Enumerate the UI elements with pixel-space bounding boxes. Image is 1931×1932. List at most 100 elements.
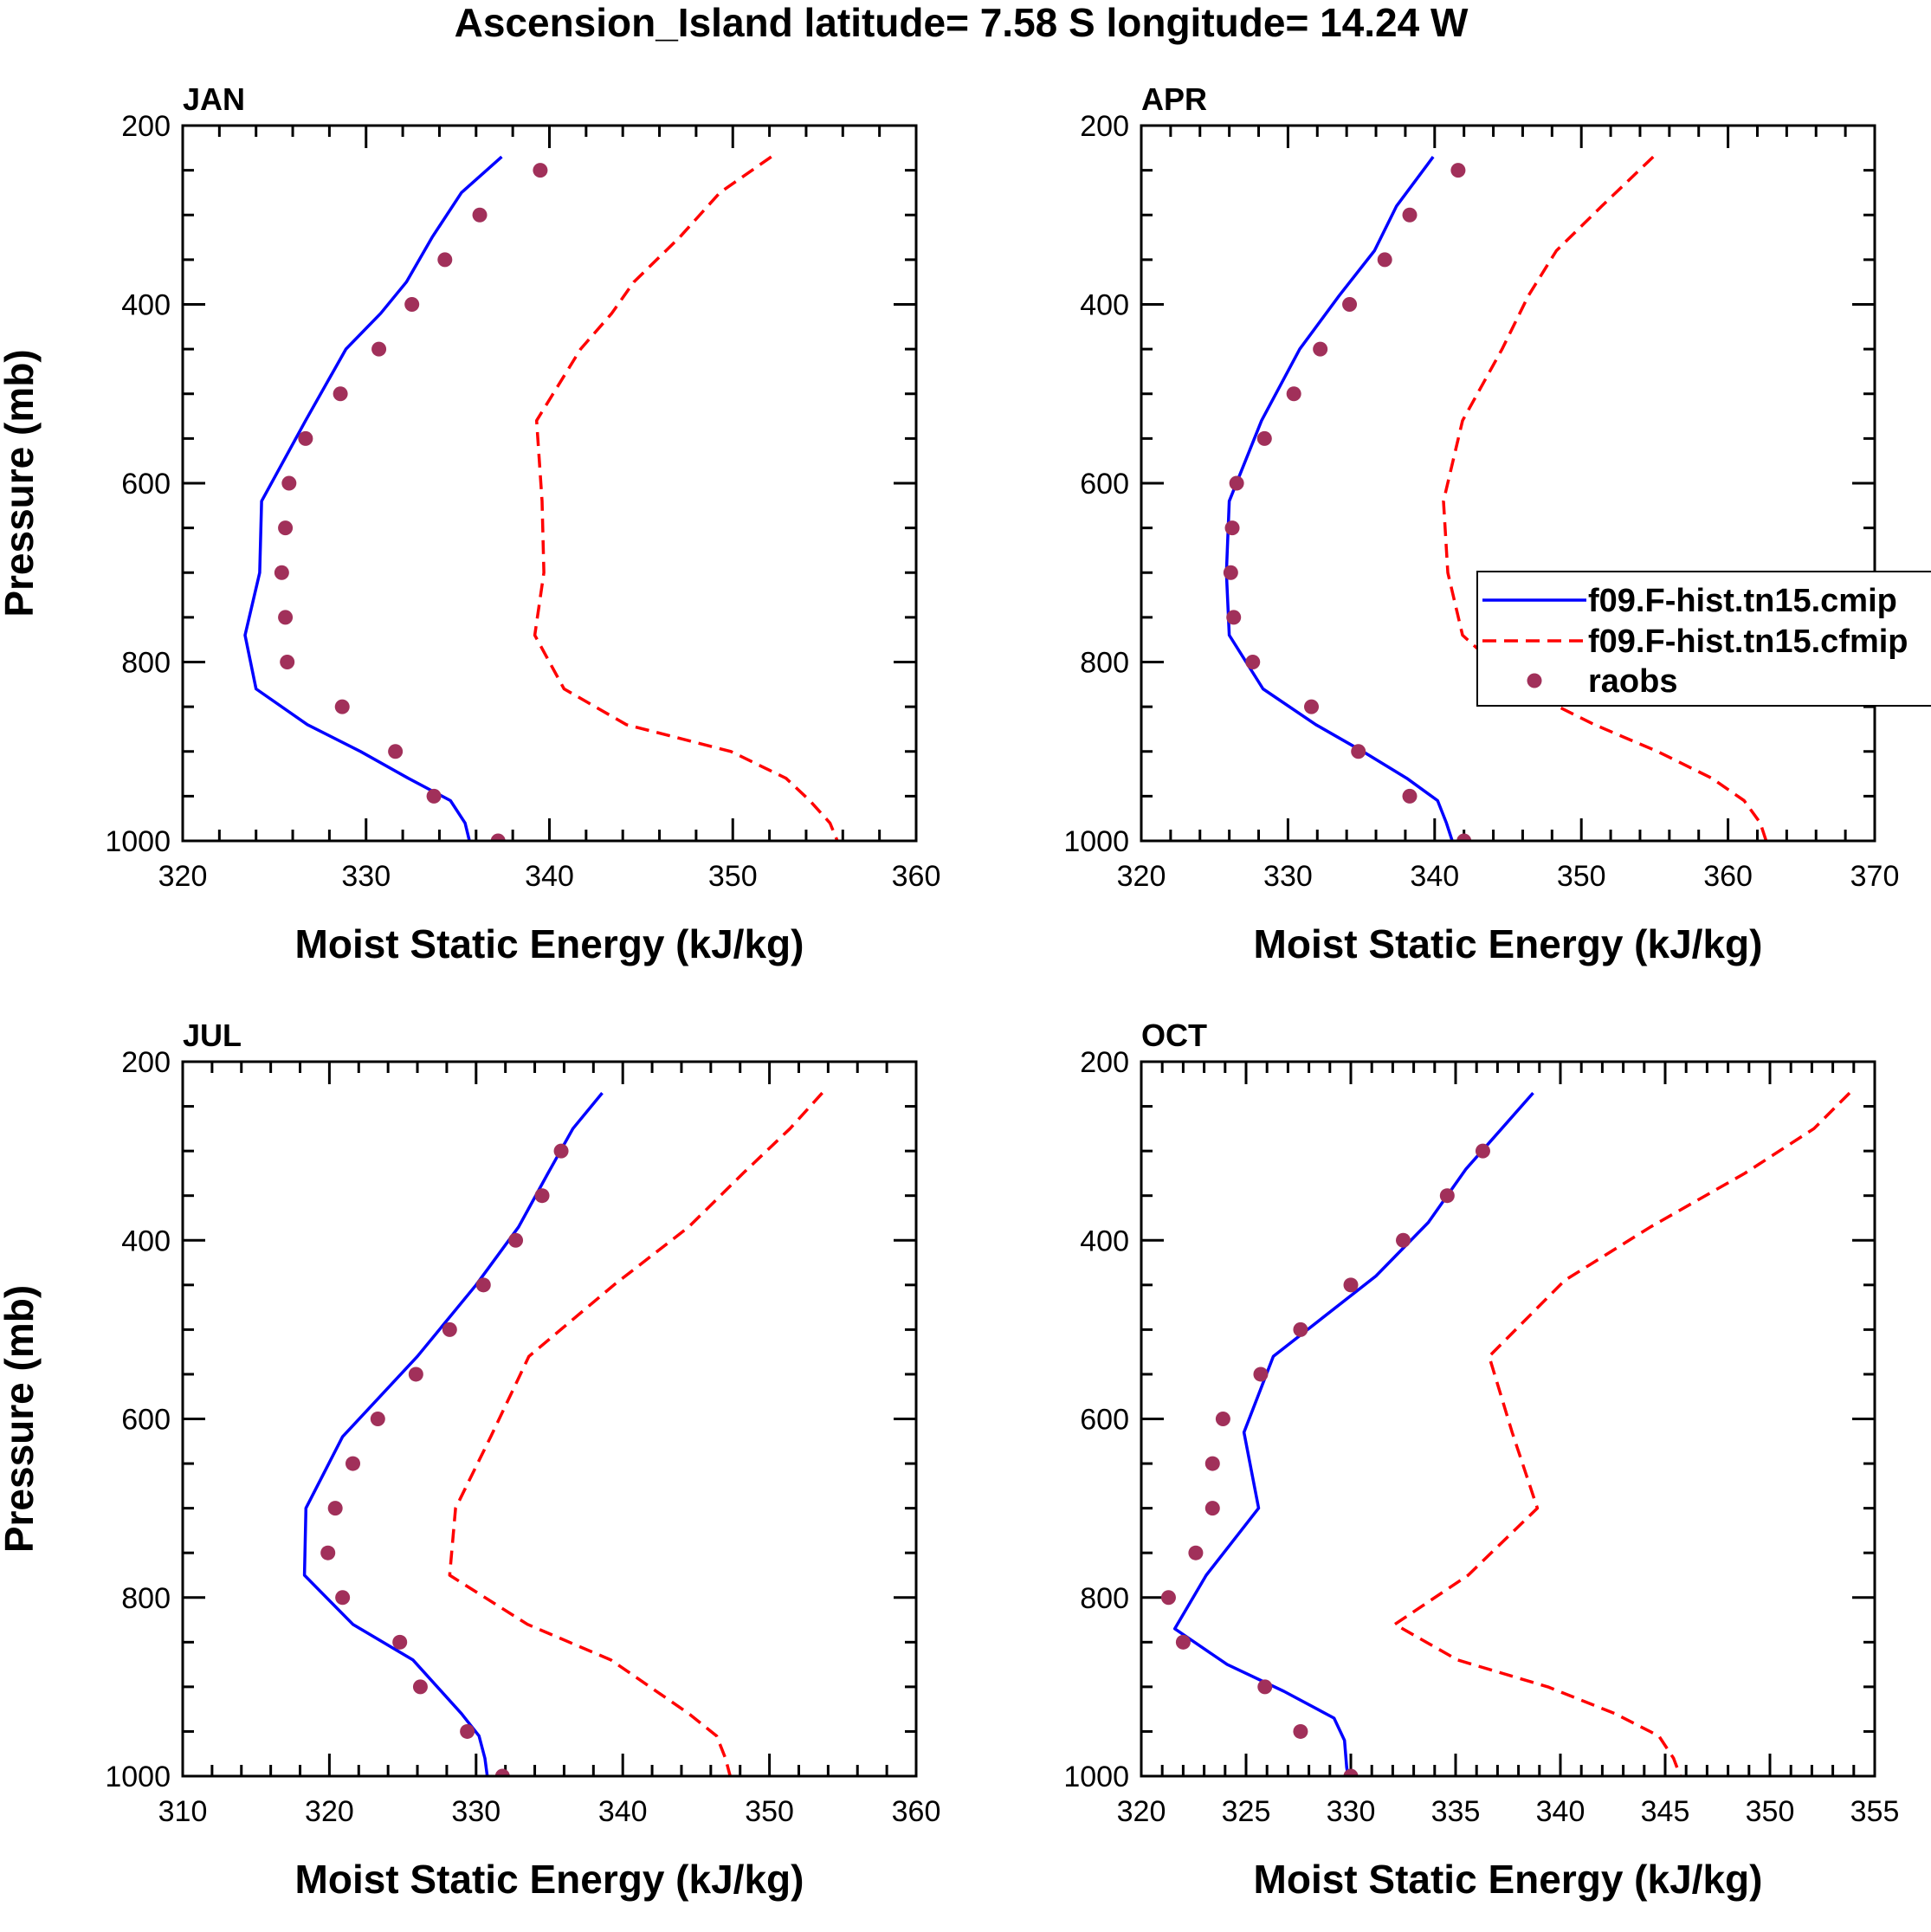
raobs-point <box>1257 1679 1273 1695</box>
x-tick-label: 340 <box>1536 1795 1585 1828</box>
panel-title: OCT <box>1141 1018 1207 1053</box>
raobs-point <box>533 163 548 178</box>
raobs-point <box>1313 341 1328 357</box>
x-tick-label: 360 <box>892 1795 941 1828</box>
raobs-point <box>278 520 294 536</box>
x-tick-label: 330 <box>1263 860 1313 893</box>
raobs-point <box>280 655 295 669</box>
panel-title: JAN <box>183 81 245 117</box>
plot-area <box>1160 1091 1851 1776</box>
raobs-point <box>371 341 387 357</box>
raobs-point <box>334 699 350 714</box>
raobs-point <box>426 788 442 804</box>
raobs-point <box>404 297 420 312</box>
y-axis-label: Pressure (mb) <box>0 1285 42 1553</box>
cfmip-line <box>1442 155 1768 841</box>
raobs-point <box>333 386 348 402</box>
x-tick-label: 320 <box>1117 860 1166 893</box>
x-tick-label: 320 <box>305 1795 354 1828</box>
raobs-point <box>1304 699 1320 714</box>
x-tick-label: 370 <box>1850 860 1900 893</box>
raobs-point <box>274 565 289 580</box>
cmip-line <box>243 155 503 841</box>
cfmip-line <box>533 155 839 841</box>
raobs-point <box>1286 386 1301 402</box>
x-tick-label: 330 <box>1327 1795 1376 1828</box>
legend-label: f09.F-hist.tn15.cfmip <box>1588 624 1908 660</box>
plot-frame <box>1140 124 1876 843</box>
raobs-point <box>327 1501 343 1516</box>
plot-frame <box>181 1060 918 1778</box>
raobs-point <box>1293 1321 1308 1337</box>
raobs-point <box>475 1277 491 1293</box>
y-tick-label: 600 <box>1080 1404 1129 1437</box>
y-tick-label: 800 <box>121 1582 171 1615</box>
raobs-point <box>1343 1768 1359 1776</box>
raobs-point <box>412 1679 428 1695</box>
y-tick-label: 400 <box>121 289 171 322</box>
raobs-point <box>460 1723 475 1739</box>
raobs-point <box>1245 655 1261 669</box>
x-tick-label: 350 <box>1746 1795 1795 1828</box>
raobs-point <box>1450 163 1466 178</box>
y-tick-label: 800 <box>1080 647 1129 680</box>
raobs-point <box>1402 207 1418 223</box>
raobs-point <box>1475 1143 1490 1159</box>
raobs-point <box>553 1143 569 1159</box>
y-tick-label: 1000 <box>1063 1761 1129 1793</box>
raobs-point <box>1439 1188 1455 1204</box>
x-tick-label: 330 <box>451 1795 501 1828</box>
raobs-point <box>1229 475 1244 491</box>
y-tick-label: 1000 <box>1063 825 1129 858</box>
y-axis-label: Pressure (mb) <box>0 349 42 617</box>
raobs-point <box>1224 520 1240 536</box>
plot-area <box>243 155 839 841</box>
raobs-point <box>346 1456 361 1471</box>
raobs-point <box>281 475 297 491</box>
raobs-point <box>1223 565 1238 580</box>
raobs-point <box>388 744 404 759</box>
cmip-line <box>1172 1091 1534 1776</box>
x-tick-label: 360 <box>892 860 941 893</box>
y-tick-label: 400 <box>1080 289 1129 322</box>
raobs-point <box>408 1367 423 1382</box>
x-tick-label: 310 <box>158 1795 208 1828</box>
raobs-point <box>490 833 506 841</box>
raobs-point <box>1402 788 1418 804</box>
panel-title: JUL <box>183 1018 242 1053</box>
plot-frame <box>1140 1060 1876 1778</box>
x-axis-label: Moist Static Energy (kJ/kg) <box>1254 1857 1763 1902</box>
raobs-point <box>1253 1367 1269 1382</box>
raobs-point <box>534 1188 550 1204</box>
cmip-line <box>302 1091 604 1776</box>
legend: f09.F-hist.tn15.cmip f09.F-hist.tn15.cfmi… <box>1476 571 1931 707</box>
raobs-point <box>1188 1545 1204 1560</box>
raobs-point <box>1343 1277 1359 1293</box>
raobs-point <box>370 1412 385 1426</box>
raobs-point <box>1351 744 1366 759</box>
x-tick-label: 320 <box>158 860 208 893</box>
y-tick-label: 600 <box>121 468 171 501</box>
raobs-point <box>278 610 294 625</box>
raobs-point <box>1456 833 1472 841</box>
x-axis-label: Moist Static Energy (kJ/kg) <box>295 921 804 966</box>
y-tick-label: 200 <box>121 110 171 143</box>
raobs-point <box>320 1545 336 1560</box>
x-tick-label: 340 <box>598 1795 648 1828</box>
legend-label: raobs <box>1588 663 1677 700</box>
y-tick-label: 800 <box>121 647 171 680</box>
x-tick-label: 340 <box>525 860 574 893</box>
raobs-point <box>1377 252 1392 268</box>
legend-label: f09.F-hist.tn15.cmip <box>1588 583 1897 619</box>
x-tick-label: 320 <box>1117 1795 1166 1828</box>
raobs-point <box>1204 1501 1220 1516</box>
cfmip-line <box>448 1091 823 1776</box>
raobs-point <box>1396 1232 1411 1248</box>
raobs-point <box>335 1590 351 1606</box>
x-tick-label: 335 <box>1431 1795 1481 1828</box>
x-tick-label: 355 <box>1850 1795 1900 1828</box>
raobs-point <box>392 1634 408 1650</box>
x-tick-label: 340 <box>1410 860 1459 893</box>
x-tick-label: 350 <box>708 860 758 893</box>
